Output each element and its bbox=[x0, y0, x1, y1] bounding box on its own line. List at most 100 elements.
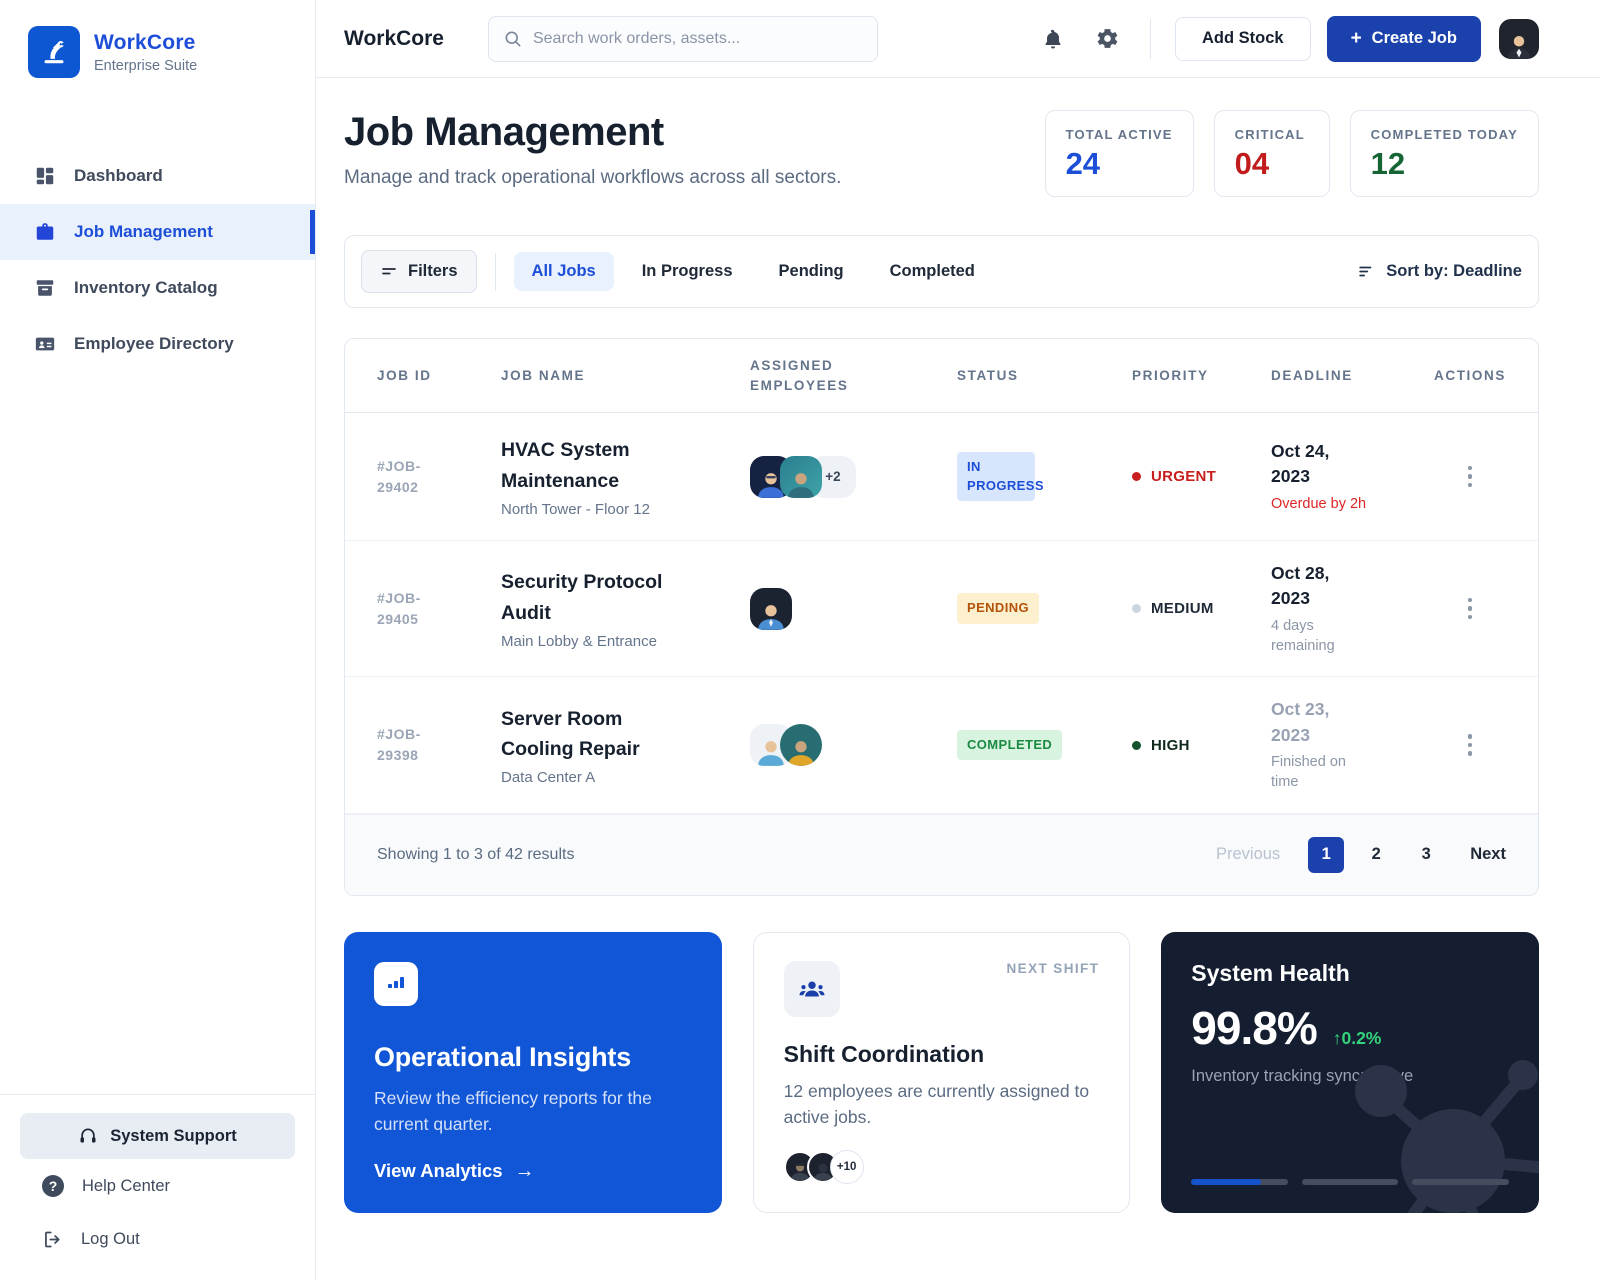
deadline-note: Finished on time bbox=[1271, 754, 1346, 791]
priority: URGENT bbox=[1132, 468, 1271, 485]
table-row: #JOB-29405 Security Protocol Audit Main … bbox=[345, 541, 1538, 678]
sidebar-item-label: Employee Directory bbox=[74, 334, 234, 353]
main: WorkCore Add Stock bbox=[316, 0, 1600, 1280]
job-location: Main Lobby & Entrance bbox=[501, 632, 657, 650]
sidebar-item-dashboard[interactable]: Dashboard bbox=[0, 148, 315, 204]
priority: HIGH bbox=[1132, 737, 1271, 754]
search-box bbox=[487, 15, 878, 62]
help-center-link[interactable]: Help Center bbox=[20, 1159, 295, 1197]
col-actions: ACTIONS bbox=[1434, 367, 1506, 383]
deadline-note: 4 days remaining bbox=[1271, 617, 1335, 655]
row-actions-menu[interactable] bbox=[1460, 726, 1481, 764]
tab-all-jobs[interactable]: All Jobs bbox=[513, 252, 614, 291]
stat-value: 12 bbox=[1370, 146, 1406, 181]
sort-label: Sort by: Deadline bbox=[1386, 262, 1522, 280]
system-support-button[interactable]: System Support bbox=[20, 1113, 295, 1159]
previous-page-button[interactable]: Previous bbox=[1215, 845, 1281, 864]
user-avatar[interactable] bbox=[1498, 18, 1539, 59]
table-row: #JOB-29402 HVAC System Maintenance North… bbox=[345, 413, 1538, 541]
sidebar-item-employee-directory[interactable]: Employee Directory bbox=[0, 316, 315, 372]
add-stock-button[interactable]: Add Stock bbox=[1174, 16, 1311, 61]
col-deadline: DEADLINE bbox=[1271, 367, 1353, 383]
next-shift-tag: NEXT SHIFT bbox=[1006, 960, 1100, 976]
sidebar-nav: Dashboard Job Management Inventory Catal… bbox=[0, 148, 315, 372]
assigned-employees bbox=[750, 724, 957, 767]
brand: WorkCore Enterprise Suite bbox=[0, 0, 315, 88]
topbar: WorkCore Add Stock bbox=[316, 0, 1600, 78]
deadline-date: Oct 28, 2023 bbox=[1271, 563, 1330, 609]
tab-completed[interactable]: Completed bbox=[872, 252, 993, 291]
employee-avatar bbox=[780, 724, 822, 767]
brand-name: WorkCore bbox=[94, 30, 196, 54]
stat-label: CRITICAL bbox=[1234, 127, 1305, 142]
job-id: #JOB-29405 bbox=[377, 589, 421, 627]
job-id: #JOB-29398 bbox=[377, 726, 421, 764]
page-button-1[interactable]: 1 bbox=[1308, 836, 1345, 873]
sidebar-item-job-management[interactable]: Job Management bbox=[0, 204, 315, 260]
stat-value: 04 bbox=[1234, 146, 1270, 181]
row-actions-menu[interactable] bbox=[1460, 590, 1481, 628]
progress-bar bbox=[1301, 1178, 1399, 1185]
health-value: 99.8% bbox=[1191, 1001, 1317, 1054]
job-name: Server Room Cooling Repair bbox=[501, 707, 640, 761]
stat-completed-today: COMPLETED TODAY 12 bbox=[1349, 110, 1539, 197]
priority-label: HIGH bbox=[1151, 736, 1190, 754]
insights-title: Operational Insights bbox=[374, 1041, 632, 1072]
briefcase-icon bbox=[34, 221, 56, 243]
stat-label: TOTAL ACTIVE bbox=[1065, 127, 1173, 142]
job-name: Security Protocol Audit bbox=[501, 571, 663, 624]
dashboard-icon bbox=[34, 165, 56, 187]
view-analytics-link[interactable]: View Analytics bbox=[374, 1160, 692, 1183]
filters-label: Filters bbox=[408, 262, 458, 280]
next-page-button[interactable]: Next bbox=[1470, 845, 1506, 864]
settings-button[interactable] bbox=[1089, 20, 1126, 57]
shift-avatars: +10 bbox=[783, 1149, 1100, 1184]
col-job-name: JOB NAME bbox=[501, 367, 586, 383]
log-out-link[interactable]: Log Out bbox=[20, 1213, 295, 1250]
sort-icon bbox=[1357, 262, 1376, 281]
filters-button[interactable]: Filters bbox=[361, 250, 477, 293]
row-actions-menu[interactable] bbox=[1460, 458, 1481, 496]
stat-cards: TOTAL ACTIVE 24 CRITICAL 04 COMPLETED TO… bbox=[1044, 110, 1539, 197]
status-badge: COMPLETED bbox=[957, 729, 1063, 761]
job-location: North Tower - Floor 12 bbox=[501, 500, 650, 518]
log-out-label: Log Out bbox=[81, 1230, 140, 1248]
shift-body: 12 employees are currently assigned to a… bbox=[783, 1080, 1090, 1127]
page-subtitle: Manage and track operational workflows a… bbox=[344, 167, 842, 188]
priority-dot bbox=[1132, 472, 1141, 481]
job-name: HVAC System Maintenance bbox=[501, 439, 630, 492]
molecule-graphic bbox=[1354, 1059, 1539, 1213]
col-status: STATUS bbox=[957, 367, 1019, 383]
search-input[interactable] bbox=[532, 29, 863, 48]
page-button-3[interactable]: 3 bbox=[1408, 837, 1444, 873]
shift-coordination-card: NEXT SHIFT Shift Coordination 12 employe… bbox=[752, 931, 1131, 1213]
notifications-button[interactable] bbox=[1035, 21, 1071, 57]
bottom-cards: Operational Insights Review the efficien… bbox=[344, 931, 1539, 1213]
tab-pending[interactable]: Pending bbox=[761, 252, 862, 291]
stat-label: COMPLETED TODAY bbox=[1370, 127, 1518, 142]
col-assigned-employees: ASSIGNED EMPLOYEES bbox=[750, 357, 849, 393]
assigned-employees bbox=[750, 587, 957, 630]
sidebar-item-inventory-catalog[interactable]: Inventory Catalog bbox=[0, 260, 315, 316]
brand-subtitle: Enterprise Suite bbox=[94, 57, 198, 74]
logout-icon bbox=[42, 1229, 63, 1250]
system-support-label: System Support bbox=[110, 1126, 237, 1145]
priority-label: MEDIUM bbox=[1151, 600, 1214, 618]
create-job-button[interactable]: Create Job bbox=[1326, 15, 1481, 62]
help-center-label: Help Center bbox=[82, 1176, 171, 1195]
headset-icon bbox=[78, 1126, 98, 1146]
bar-chart-icon bbox=[374, 961, 418, 1006]
tab-in-progress[interactable]: In Progress bbox=[624, 252, 751, 291]
job-id: #JOB-29402 bbox=[377, 457, 421, 495]
people-group-icon bbox=[783, 960, 840, 1017]
health-progress-bars bbox=[1191, 1178, 1509, 1185]
results-summary: Showing 1 to 3 of 42 results bbox=[377, 845, 575, 863]
jobs-table: JOB ID JOB NAME ASSIGNED EMPLOYEES STATU… bbox=[344, 338, 1539, 896]
workcore-logo-icon bbox=[28, 26, 80, 78]
pagination: Previous 1 2 3 Next bbox=[1215, 836, 1506, 873]
deadline-date: Oct 24, 2023 bbox=[1271, 440, 1330, 487]
sort-control[interactable]: Sort by: Deadline bbox=[1357, 262, 1522, 281]
assigned-employees: +2 bbox=[750, 455, 957, 498]
filterbar-divider bbox=[494, 252, 496, 291]
page-button-2[interactable]: 2 bbox=[1358, 837, 1394, 873]
